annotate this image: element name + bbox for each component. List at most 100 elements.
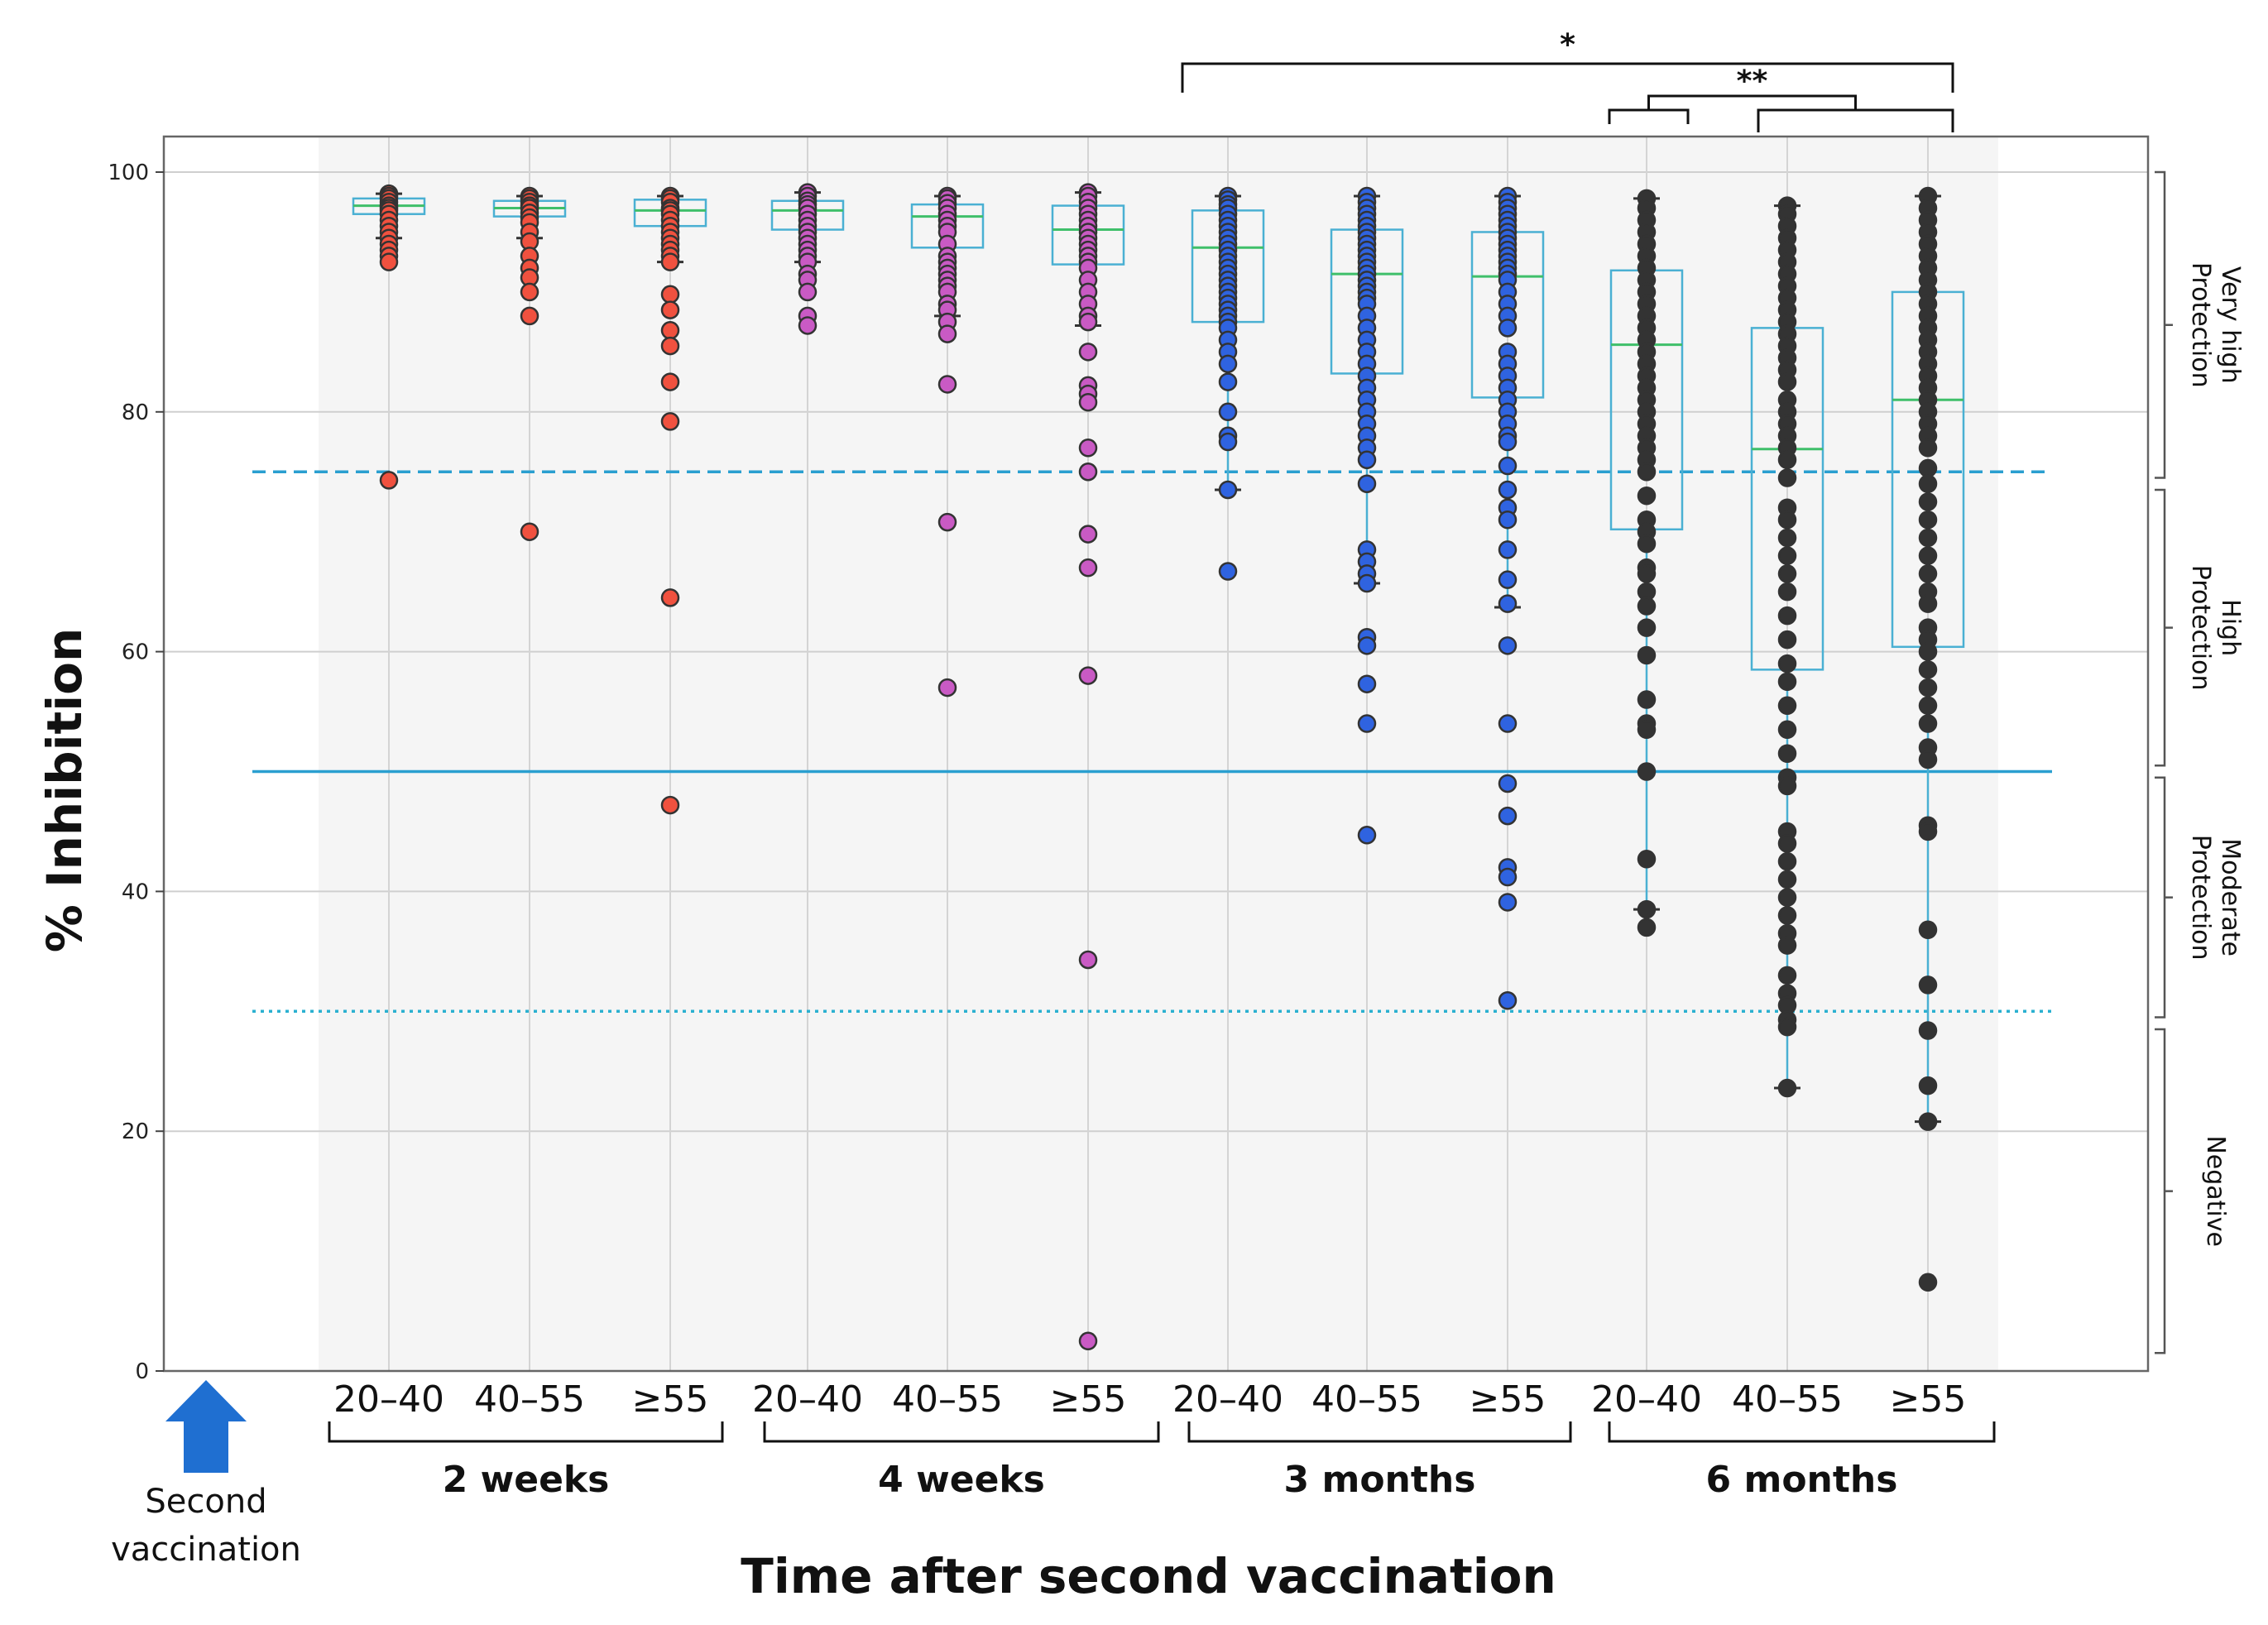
zone-label-moderate-protection-0: Moderate xyxy=(2216,838,2245,956)
point-3-months-ge55-31 xyxy=(1498,510,1518,530)
sig-label-double: ** xyxy=(1737,65,1768,98)
point-3-months-ge55-18 xyxy=(1498,319,1518,338)
point-6-months-40-55-37 xyxy=(1777,776,1797,796)
point-2-weeks-ge55-18 xyxy=(660,372,680,391)
group-2-weeks-ge55 xyxy=(633,186,707,815)
x-label-4-weeks-ge55: ≥55 xyxy=(1050,1378,1127,1421)
box-series xyxy=(352,183,1965,1351)
point-3-months-40-55-41 xyxy=(1357,826,1377,845)
point-6-months-40-55-31 xyxy=(1777,654,1797,673)
point-4-weeks-ge55-29 xyxy=(1078,1331,1098,1351)
point-6-months-40-55-15 xyxy=(1777,372,1797,391)
point-6-months-20-40-38 xyxy=(1637,850,1657,869)
point-3-months-ge55-36 xyxy=(1498,714,1518,733)
zone-label-negative-0: Negative xyxy=(2201,1135,2230,1247)
point-6-months-40-55-45 xyxy=(1777,936,1797,955)
sig-bracket-single xyxy=(1181,62,1954,93)
point-4-weeks-20-40-16 xyxy=(798,282,818,302)
point-3-months-40-55-38 xyxy=(1357,636,1377,655)
point-3-months-20-40-32 xyxy=(1218,562,1238,581)
point-6-months-ge55-22 xyxy=(1918,458,1938,478)
x-axis-categories: 20–40 40–55 ≥55 20–40 40–55 ≥55 20–40 40–55 ≥55 2… xyxy=(328,1378,1996,1501)
point-4-weeks-40-55-22 xyxy=(937,678,957,697)
point-6-months-ge55-30 xyxy=(1918,594,1938,613)
point-3-months-ge55-40 xyxy=(1498,867,1518,887)
point-2-weeks-40-55-13 xyxy=(520,282,539,302)
point-6-months-40-55-39 xyxy=(1777,834,1797,853)
point-4-weeks-ge55-24 xyxy=(1078,463,1098,482)
x-axis-title: Time after second vaccination xyxy=(741,1548,1556,1604)
point-3-months-ge55-27 xyxy=(1498,432,1518,452)
point-6-months-40-55-24 xyxy=(1777,510,1797,530)
point-6-months-ge55-26 xyxy=(1918,528,1938,548)
group-3-months-20-40 xyxy=(1191,186,1265,581)
point-4-weeks-ge55-25 xyxy=(1078,525,1098,544)
point-2-weeks-ge55-14 xyxy=(660,285,680,304)
group-3-months-40-55 xyxy=(1330,186,1404,845)
zone-label-very-high-protection-1: Protection xyxy=(2186,262,2215,388)
point-3-months-40-55-32 xyxy=(1357,474,1377,493)
point-6-months-40-55-51 xyxy=(1777,1078,1797,1098)
sig-bracket-double-top xyxy=(1647,94,1857,110)
point-3-months-ge55-38 xyxy=(1498,806,1518,826)
y-tick-label-40: 40 xyxy=(122,880,149,904)
point-2-weeks-ge55-16 xyxy=(660,321,680,340)
sig-bracket-double-left xyxy=(1608,108,1690,124)
zone-bracket-high-protection xyxy=(2155,488,2166,767)
group-6-months-20-40 xyxy=(1609,189,1684,937)
point-6-months-20-40-37 xyxy=(1637,762,1657,781)
point-6-months-40-55-35 xyxy=(1777,744,1797,764)
group-4-weeks-40-55 xyxy=(910,186,985,697)
point-2-weeks-ge55-13 xyxy=(660,252,680,271)
point-6-months-ge55-43 xyxy=(1918,975,1938,995)
period-bracket-3-months xyxy=(1187,1421,1572,1443)
y-tick-label-60: 60 xyxy=(122,640,149,665)
point-6-months-ge55-28 xyxy=(1918,564,1938,583)
vaccination-label-line1: Second xyxy=(145,1483,266,1521)
point-3-months-20-40-31 xyxy=(1218,480,1238,500)
group-6-months-ge55 xyxy=(1891,186,1965,1292)
period-bracket-2-weeks xyxy=(328,1421,724,1443)
point-3-months-ge55-28 xyxy=(1498,456,1518,476)
x-label-6-months-20-40: 20–40 xyxy=(1591,1378,1702,1421)
point-6-months-40-55-41 xyxy=(1777,870,1797,889)
vaccination-marker: Second vaccination xyxy=(111,1380,301,1569)
period-label-3-months: 3 months xyxy=(1284,1459,1476,1501)
point-6-months-40-55-22 xyxy=(1777,468,1797,487)
point-3-months-20-40-30 xyxy=(1218,432,1238,452)
point-4-weeks-ge55-27 xyxy=(1078,666,1098,685)
group-3-months-ge55 xyxy=(1470,186,1545,1010)
group-4-weeks-ge55 xyxy=(1051,183,1125,1351)
point-6-months-20-40-29 xyxy=(1637,564,1657,583)
period-bands xyxy=(164,137,2148,1371)
point-6-months-40-55-43 xyxy=(1777,906,1797,925)
point-6-months-20-40-40 xyxy=(1637,918,1657,937)
period-bracket-6-months xyxy=(1608,1421,1996,1443)
point-6-months-20-40-23 xyxy=(1637,463,1657,482)
point-6-months-ge55-47 xyxy=(1918,1273,1938,1292)
point-2-weeks-ge55-17 xyxy=(660,336,680,356)
vaccination-label-line2: vaccination xyxy=(111,1531,301,1569)
point-6-months-40-55-27 xyxy=(1777,564,1797,583)
point-6-months-ge55-34 xyxy=(1918,660,1938,679)
plot-border xyxy=(162,135,2150,1373)
point-6-months-ge55-25 xyxy=(1918,510,1938,530)
group-4-weeks-20-40 xyxy=(770,183,845,335)
point-6-months-40-55-34 xyxy=(1777,720,1797,740)
zone-label-high-protection-1: Protection xyxy=(2186,565,2215,691)
x-label-3-months-ge55: ≥55 xyxy=(1470,1378,1546,1421)
x-label-3-months-40-55: 40–55 xyxy=(1311,1378,1422,1421)
zone-bracket-negative xyxy=(2155,1028,2166,1354)
point-6-months-40-55-30 xyxy=(1777,630,1797,650)
point-4-weeks-ge55-19 xyxy=(1078,343,1098,362)
point-2-weeks-ge55-19 xyxy=(660,412,680,431)
zone-bracket-very-high-protection xyxy=(2155,170,2166,479)
point-6-months-40-55-42 xyxy=(1777,888,1797,907)
point-3-months-ge55-32 xyxy=(1498,540,1518,559)
point-6-months-40-55-25 xyxy=(1777,528,1797,548)
point-6-months-ge55-35 xyxy=(1918,678,1938,697)
point-6-months-40-55-28 xyxy=(1777,582,1797,602)
group-2-weeks-20-40 xyxy=(352,184,426,490)
point-3-months-ge55-41 xyxy=(1498,893,1518,912)
